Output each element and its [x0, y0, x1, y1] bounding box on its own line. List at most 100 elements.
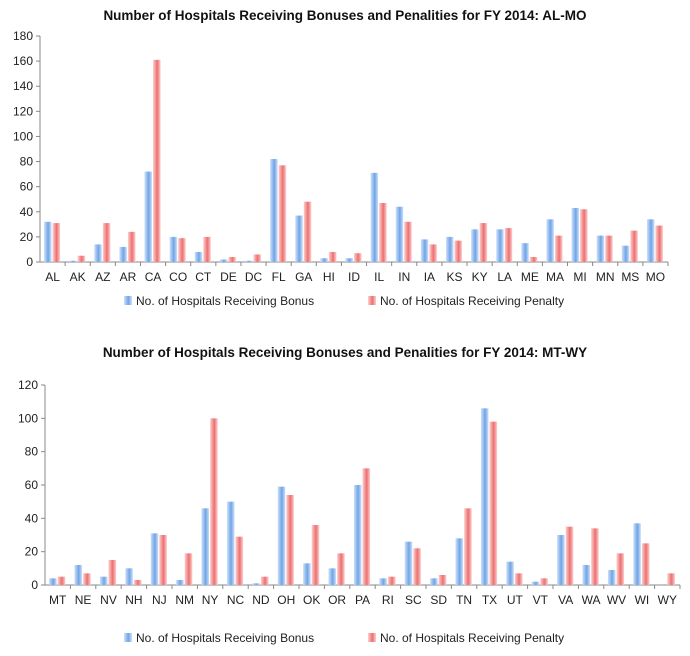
bonus-bar-ny: [201, 508, 210, 585]
penalty-bar-nv: [108, 560, 117, 585]
penalty-bar-dc: [253, 254, 262, 262]
x-tick-label-nh: NH: [125, 593, 142, 607]
penalty-bar-nh: [133, 580, 142, 585]
x-tick-label-ky: KY: [472, 270, 488, 284]
penalty-bar-de: [228, 256, 236, 262]
bonus-bar-tn: [455, 538, 464, 585]
penalty-bar-mi: [580, 209, 588, 262]
penalty-bar-az: [102, 223, 111, 262]
x-tick-label-nv: NV: [100, 593, 117, 607]
bonus-bar-ok: [303, 563, 311, 585]
chart-title-al-mo: Number of Hospitals Receiving Bonuses an…: [103, 8, 587, 23]
legend-label-penalty: No. of Hospitals Receiving Penalty: [380, 631, 564, 645]
penalty-bar-pa: [362, 468, 371, 585]
bonus-bar-vt: [531, 581, 540, 585]
bonus-bar-wi: [633, 523, 641, 585]
x-tick-label-id: ID: [348, 270, 360, 284]
bonus-bar-nc: [226, 501, 235, 585]
bonus-bar-nv: [99, 576, 108, 585]
y-tick-label: 60: [25, 478, 39, 492]
y-tick-label: 80: [20, 155, 34, 169]
penalty-bar-id: [354, 253, 362, 262]
bonus-bar-nm: [176, 580, 184, 585]
x-tick-label-va: VA: [558, 593, 573, 607]
x-tick-label-la: LA: [497, 270, 512, 284]
bonus-bar-in: [395, 206, 404, 262]
y-tick-label: 0: [31, 578, 38, 592]
bonus-bar-sd: [430, 578, 438, 585]
penalty-bar-vt: [540, 578, 548, 585]
y-tick-label: 40: [20, 205, 34, 219]
x-tick-label-ne: NE: [75, 593, 92, 607]
penalty-bar-wi: [641, 543, 650, 585]
x-tick-label-wv: WV: [607, 593, 626, 607]
bonus-bar-mt: [49, 578, 57, 585]
bonus-bar-de: [219, 259, 228, 262]
bonus-bar-mi: [571, 208, 580, 262]
x-tick-label-az: AZ: [95, 270, 110, 284]
bonus-bar-ca: [144, 171, 153, 262]
bonus-bar-ks: [445, 236, 454, 262]
bonus-bar-ky: [471, 229, 479, 262]
legend-label-bonus: No. of Hospitals Receiving Bonus: [136, 631, 314, 645]
bonus-bar-co: [169, 236, 178, 262]
penalty-bar-ks: [454, 240, 463, 262]
bonus-bar-me: [521, 243, 529, 262]
y-tick-label: 80: [25, 445, 39, 459]
x-tick-label-dc: DC: [245, 270, 263, 284]
x-tick-label-mi: MI: [573, 270, 586, 284]
penalty-bar-ia: [429, 244, 437, 262]
penalty-bar-nj: [159, 535, 167, 585]
legend-swatch-bonus: [124, 633, 132, 642]
x-tick-label-mt: MT: [49, 593, 67, 607]
penalty-bar-sc: [413, 548, 421, 585]
x-tick-label-ms: MS: [621, 270, 639, 284]
bonus-bar-ne: [74, 565, 83, 585]
penalty-bar-ca: [153, 59, 161, 262]
bonus-bar-va: [557, 535, 565, 585]
y-tick-label: 20: [20, 230, 34, 244]
x-tick-label-ut: UT: [507, 593, 524, 607]
x-tick-label-nm: NM: [175, 593, 194, 607]
penalty-bar-ga: [303, 201, 312, 262]
x-tick-label-co: CO: [169, 270, 187, 284]
bonus-bar-or: [328, 568, 337, 585]
x-tick-label-nj: NJ: [152, 593, 167, 607]
bonus-bar-hi: [320, 258, 328, 262]
penalty-bar-ut: [514, 573, 523, 585]
penalty-bar-ct: [203, 236, 211, 262]
bonus-bar-pa: [353, 485, 362, 585]
penalty-bar-wy: [667, 573, 675, 585]
bonus-bar-tx: [480, 408, 489, 585]
x-tick-label-me: ME: [521, 270, 539, 284]
x-tick-label-ma: MA: [546, 270, 564, 284]
x-tick-label-il: IL: [374, 270, 384, 284]
bonus-bar-oh: [277, 486, 286, 585]
penalty-bar-wv: [616, 553, 625, 585]
bonus-bar-ri: [379, 578, 387, 585]
x-tick-label-vt: VT: [533, 593, 549, 607]
y-tick-label: 180: [13, 29, 33, 43]
penalty-bar-tn: [464, 508, 472, 585]
penalty-bar-nm: [184, 553, 193, 585]
penalty-bar-tx: [489, 421, 498, 585]
bonus-bar-fl: [270, 159, 278, 262]
penalty-bar-ne: [83, 573, 91, 585]
penalty-bar-ok: [311, 525, 320, 585]
y-tick-label: 20: [25, 545, 39, 559]
penalty-bar-ny: [210, 418, 218, 585]
bonus-bar-al: [44, 221, 52, 262]
penalty-bar-mn: [605, 235, 613, 262]
bonus-bar-il: [370, 172, 379, 262]
legend-label-penalty: No. of Hospitals Receiving Penalty: [380, 294, 564, 308]
bonus-bar-mo: [646, 219, 655, 262]
x-tick-label-ak: AK: [70, 270, 86, 284]
y-tick-label: 120: [18, 378, 38, 392]
x-tick-label-oh: OH: [277, 593, 295, 607]
penalty-bar-il: [379, 202, 387, 262]
penalty-bar-or: [337, 553, 345, 585]
legend-swatch-penalty: [368, 633, 376, 642]
bonus-bar-ct: [194, 251, 203, 262]
penalty-bar-me: [529, 256, 538, 262]
